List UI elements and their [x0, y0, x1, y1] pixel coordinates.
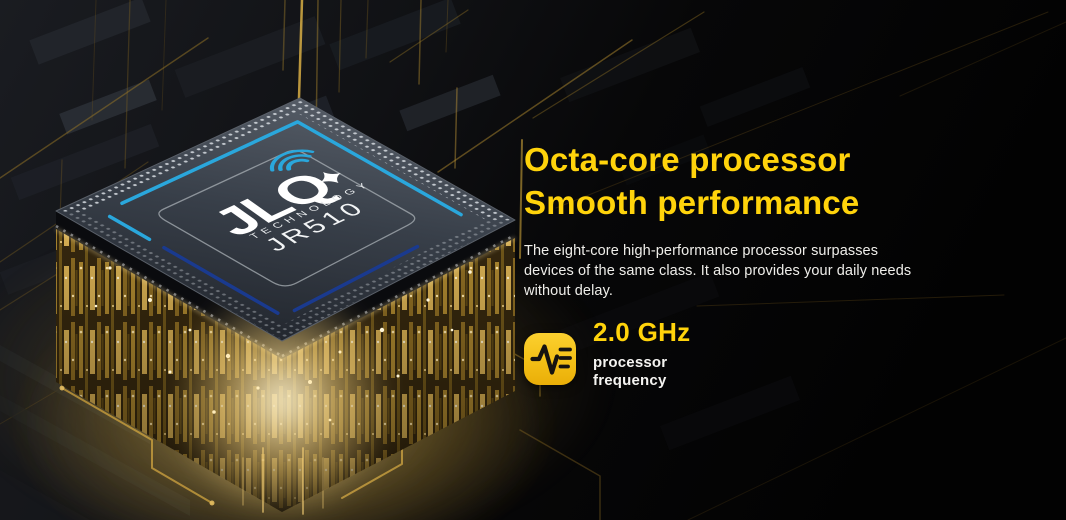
spec-label: processor frequency	[593, 354, 690, 390]
spec-frequency: 2.0 GHz processor frequency	[524, 317, 690, 390]
spec-text: 2.0 GHz processor frequency	[593, 317, 690, 390]
description-line3: without delay.	[524, 282, 613, 299]
spec-label-line1: processor	[593, 354, 668, 371]
pulse-waveform-icon	[524, 333, 576, 385]
headline: Octa-core processor Smooth performance	[524, 138, 860, 224]
spec-label-line2: frequency	[593, 372, 667, 389]
description-line1: The eight-core high-performance processo…	[524, 242, 879, 259]
glow-streaks	[242, 428, 324, 520]
description-line2: devices of the same class. It also provi…	[524, 262, 912, 279]
chip-top: JLQ TECHNOLOGY JR510	[55, 97, 516, 342]
chip-blue-frame	[107, 120, 463, 315]
wifi-arcs-icon	[269, 149, 315, 172]
chip-glow-core	[173, 280, 393, 520]
spec-value: 2.0 GHz	[593, 317, 691, 347]
sparkle-icon	[320, 172, 341, 184]
chip-pin-grid	[58, 99, 513, 340]
headline-line1: Octa-core processor	[524, 141, 851, 179]
headline-line2: Smooth performance	[524, 184, 860, 222]
description: The eight-core high-performance processo…	[524, 241, 911, 301]
